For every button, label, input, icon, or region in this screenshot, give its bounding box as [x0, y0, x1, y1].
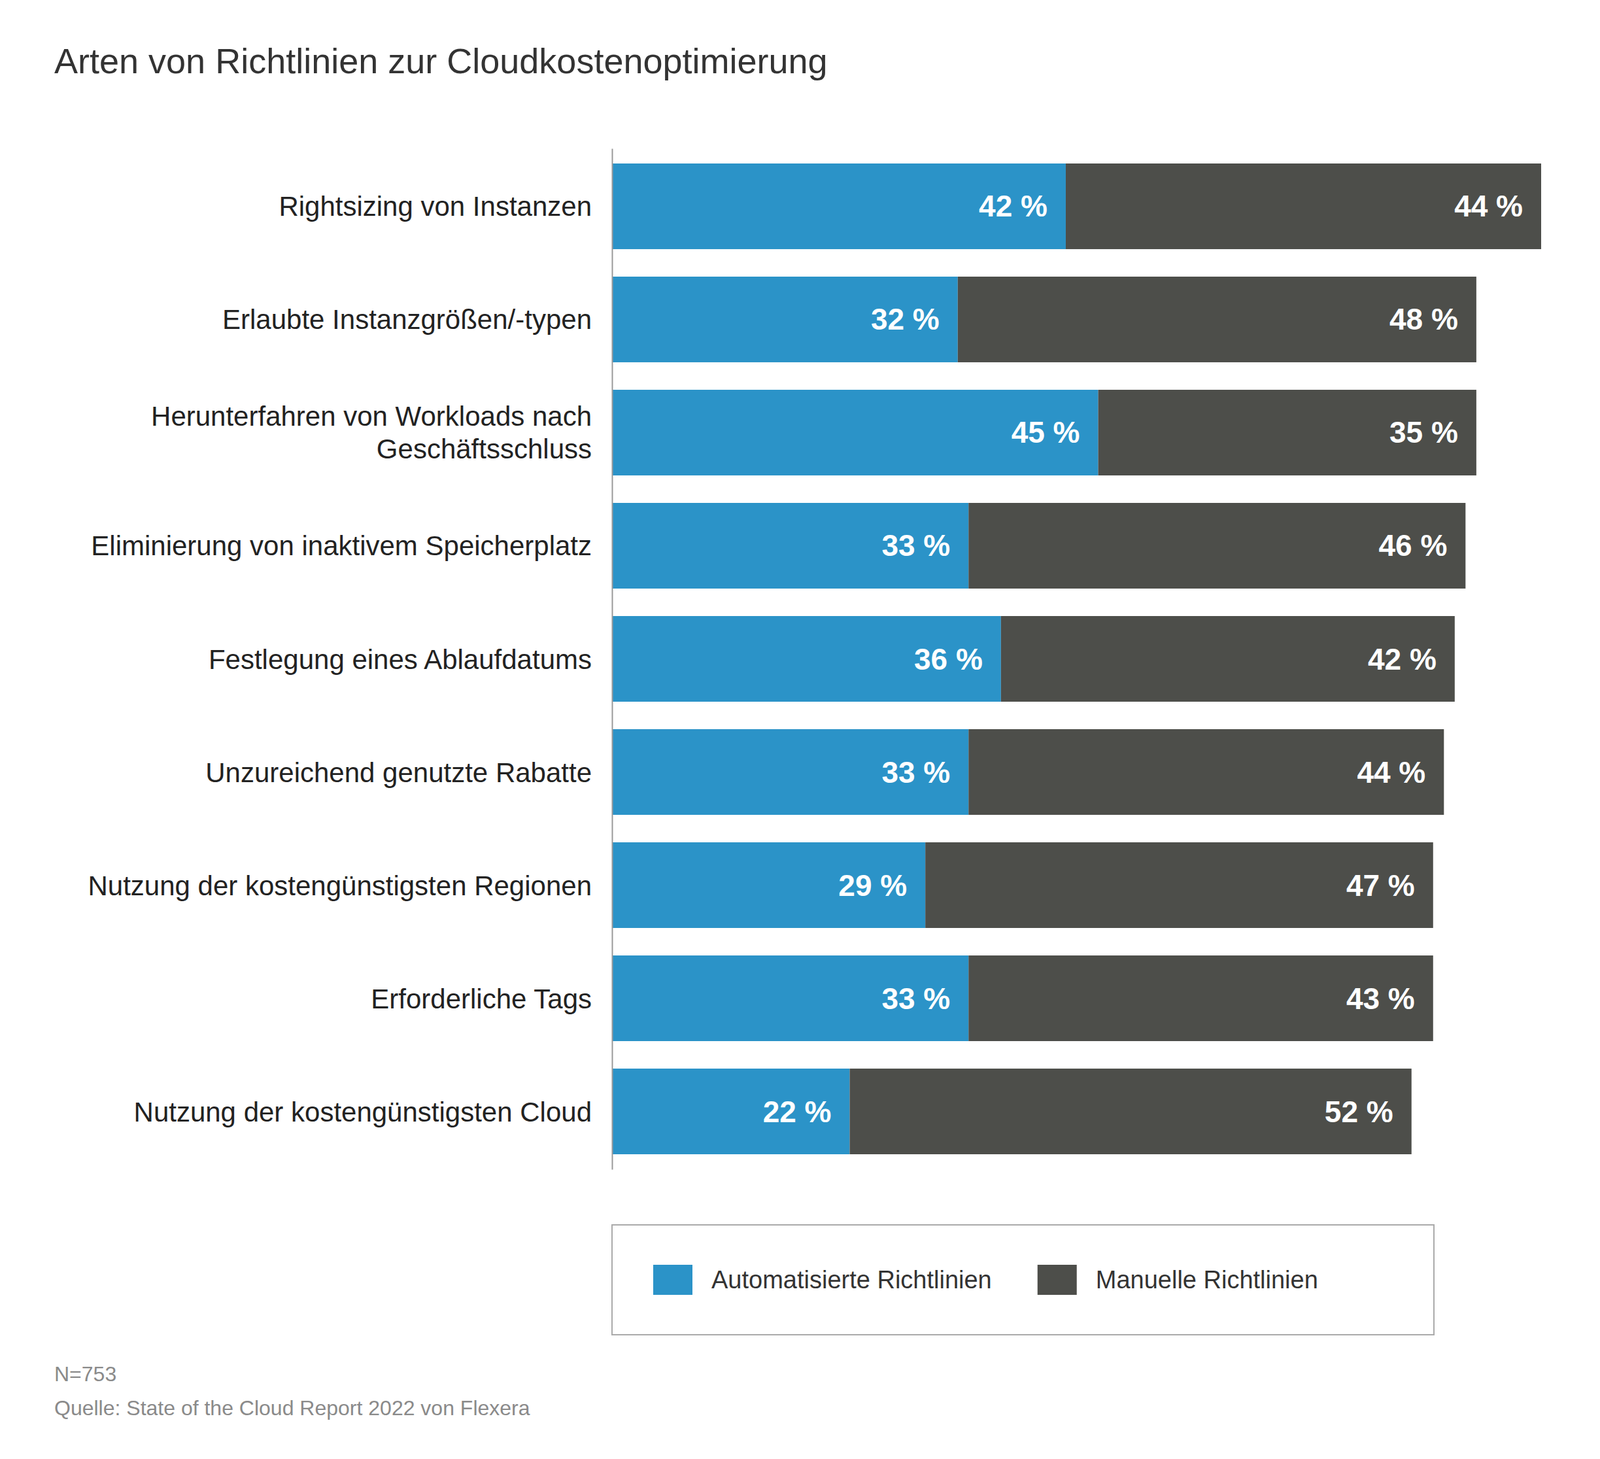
- bar: [1065, 163, 1542, 250]
- note: N=753: [54, 1361, 117, 1386]
- y-axis: Rightsizing von Instanzen Erlaubte Instan…: [87, 149, 613, 1170]
- tick-label-line: Erlaubte Instanzgrößen/-typen: [222, 304, 592, 335]
- tick-label-line: Erforderliche Tags: [370, 982, 592, 1014]
- bars: [612, 163, 1542, 1155]
- data-label: 22 %: [763, 1094, 832, 1129]
- tick: Nutzung der kostengünstigsten Cloud: [134, 1095, 613, 1127]
- data-label: 44 %: [1454, 188, 1523, 223]
- bar: [612, 276, 958, 363]
- data-label: 32 %: [870, 302, 940, 337]
- data-label: 36 %: [914, 642, 983, 677]
- tick-label-line: Unzureichend genutzte Rabatte: [205, 756, 592, 788]
- bar: [612, 729, 969, 815]
- data-label: 33 %: [881, 528, 951, 563]
- data-label: 42 %: [978, 188, 1048, 223]
- bar: [957, 276, 1477, 363]
- tick-label: Eliminierung von inaktivem Speicherplatz: [90, 530, 592, 562]
- data-label: 48 %: [1389, 302, 1459, 337]
- chart: Arten von Richtlinien zur Cloudkostenopt…: [0, 0, 1600, 1459]
- tick-label-line: Herunterfahren von Workloads nach: [151, 400, 592, 432]
- tick-label-line: Rightsizing von Instanzen: [278, 190, 592, 222]
- legend-label: Manuelle Richtlinien: [1095, 1265, 1319, 1294]
- tick: Nutzung der kostengünstigsten Regionen: [87, 869, 613, 901]
- data-label: 46 %: [1378, 528, 1447, 563]
- bar: [925, 842, 1434, 928]
- tick-label: Herunterfahren von Workloads nachGeschäf…: [151, 400, 592, 465]
- tick: Unzureichend genutzte Rabatte: [205, 756, 613, 788]
- tick-label-line: Nutzung der kostengünstigsten Regionen: [87, 869, 592, 901]
- legend-frame: [612, 1224, 1434, 1335]
- tick-label: Festlegung eines Ablaufdatums: [208, 643, 592, 675]
- bar: [968, 955, 1434, 1041]
- tick: Herunterfahren von Workloads nachGeschäf…: [151, 400, 613, 465]
- data-label: 43 %: [1346, 981, 1415, 1016]
- tick-label-line: Eliminierung von inaktivem Speicherplatz: [90, 530, 592, 562]
- bar: [612, 615, 1002, 702]
- bar: [612, 842, 926, 928]
- tick-label: Nutzung der kostengünstigsten Cloud: [134, 1095, 592, 1127]
- tick-label: Nutzung der kostengünstigsten Regionen: [87, 869, 592, 901]
- tick: Rightsizing von Instanzen: [278, 190, 613, 222]
- bar: [612, 163, 1066, 250]
- data-label: 47 %: [1346, 868, 1415, 903]
- bar: [850, 1068, 1412, 1155]
- data-labels: 42 % 32 % 45 % 33 % 36 % 33 % 29 % 33 % 22 % 44 %…: [763, 188, 1523, 1128]
- bar: [612, 389, 1099, 476]
- bar: [612, 1068, 851, 1155]
- tick: Erlaubte Instanzgrößen/-typen: [222, 304, 613, 335]
- tick: Eliminierung von inaktivem Speicherplatz: [90, 530, 613, 562]
- data-label: 33 %: [881, 755, 951, 790]
- bar: [968, 502, 1466, 589]
- data-label: 45 %: [1011, 415, 1081, 450]
- legend-swatch: [1037, 1264, 1077, 1295]
- title: Arten von Richtlinien zur Cloudkostenopt…: [54, 41, 828, 81]
- legend-label: Automatisierte Richtlinien: [711, 1265, 992, 1294]
- data-label: 29 %: [838, 868, 907, 903]
- data-label: 35 %: [1389, 415, 1459, 450]
- bar: [968, 729, 1444, 815]
- bar: [612, 955, 969, 1041]
- data-label: 44 %: [1356, 755, 1426, 790]
- tick-label-line: Festlegung eines Ablaufdatums: [208, 643, 592, 675]
- bar: [1098, 389, 1477, 476]
- legend-swatch: [653, 1264, 693, 1295]
- data-label: 33 %: [881, 981, 951, 1016]
- tick-label-line: Nutzung der kostengünstigsten Cloud: [134, 1095, 592, 1127]
- note: Quelle: State of the Cloud Report 2022 v…: [54, 1395, 531, 1420]
- axis-line: [612, 149, 614, 1170]
- tick-label: Erforderliche Tags: [370, 982, 592, 1014]
- bar: [612, 502, 969, 589]
- data-label: 52 %: [1324, 1094, 1394, 1129]
- tick: Erforderliche Tags: [370, 982, 613, 1014]
- tick: Festlegung eines Ablaufdatums: [208, 643, 613, 675]
- tick-label-line: Geschäftsschluss: [376, 433, 592, 465]
- tick-label: Unzureichend genutzte Rabatte: [205, 756, 592, 788]
- data-label: 42 %: [1367, 642, 1437, 677]
- tick-label: Erlaubte Instanzgrößen/-typen: [222, 304, 592, 335]
- tick-label: Rightsizing von Instanzen: [278, 190, 592, 222]
- bar: [1001, 615, 1455, 702]
- legend: Automatisierte Richtlinien Manuelle Richt…: [612, 1224, 1434, 1335]
